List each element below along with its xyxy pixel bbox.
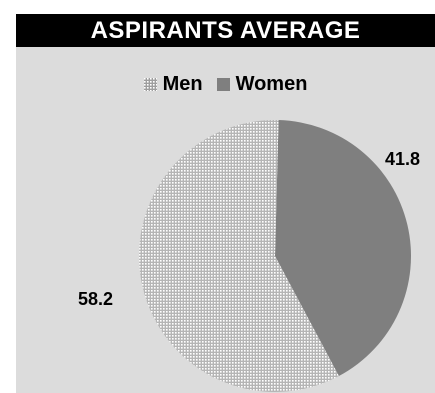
- data-label-women: 41.8: [385, 149, 420, 169]
- chart-frame: ASPIRANTS AVERAGE Men Women: [16, 14, 435, 393]
- legend-label-men: Men: [162, 73, 203, 95]
- pie-slice-women: [275, 120, 412, 377]
- legend-label-women: Women: [235, 73, 308, 95]
- chart-title: ASPIRANTS AVERAGE: [16, 14, 435, 47]
- legend-item-women: Women: [216, 73, 308, 96]
- pie-slice-men: [139, 119, 339, 392]
- legend-item-men: Men: [143, 73, 203, 96]
- data-label-men: 58.2: [78, 289, 113, 309]
- pie-chart: 58.2 41.8: [78, 119, 420, 392]
- legend-swatch-men: [143, 78, 157, 91]
- legend-swatch-women: [216, 78, 230, 91]
- chart-legend: Men Women: [16, 73, 435, 96]
